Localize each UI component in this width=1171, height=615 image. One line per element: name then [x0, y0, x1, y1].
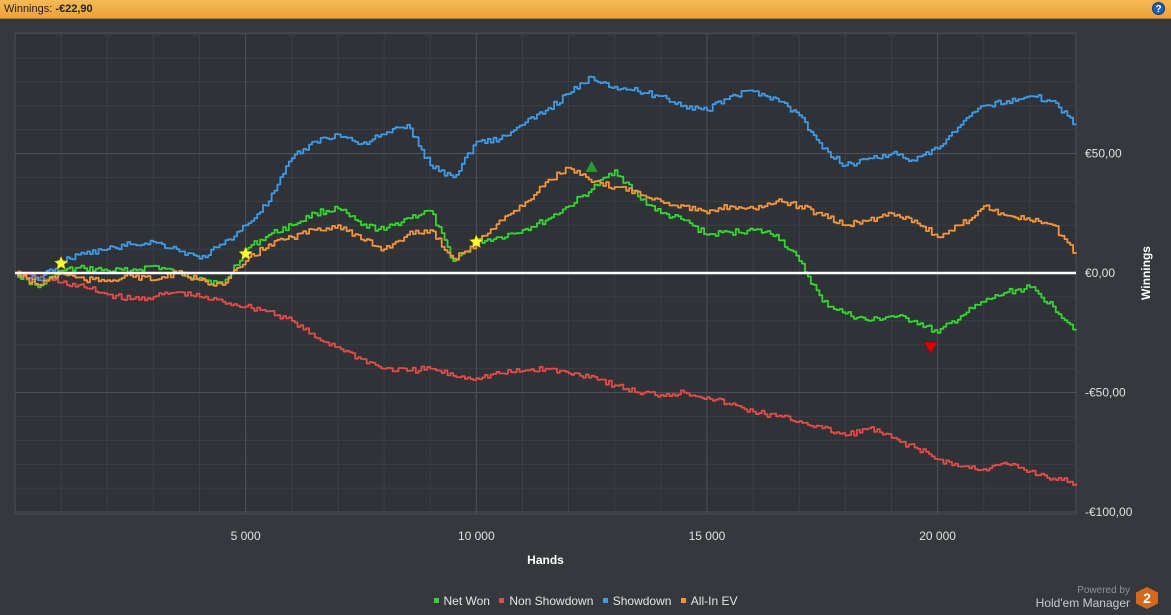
- legend-item-showdown[interactable]: Showdown: [602, 594, 672, 608]
- legend-swatch: [680, 598, 686, 604]
- legend-swatch: [433, 598, 439, 604]
- legend-swatch: [499, 598, 505, 604]
- help-icon[interactable]: ?: [1152, 2, 1165, 15]
- header-bar: Winnings: -€22,90 ?: [0, 0, 1171, 19]
- winnings-value: -€22,90: [55, 3, 93, 15]
- brand-name: Hold'em Manager: [1035, 596, 1130, 610]
- chart-legend: Net Won Non Showdown Showdown All-In EV: [0, 594, 1171, 608]
- all-in-star-marker: [238, 246, 253, 261]
- legend-label: Showdown: [612, 594, 672, 608]
- powered-by-text: Powered by: [1077, 585, 1130, 596]
- peak-marker: [585, 160, 598, 172]
- legend-item-net-won[interactable]: Net Won: [433, 594, 490, 608]
- hem-logo: 2: [1136, 587, 1158, 609]
- legend-swatch: [602, 598, 608, 604]
- winnings-chart: €50,00 €0,00 -€50,00 -€100,00 5 000 10 000 15 …: [14, 32, 1153, 567]
- y-axis-label: Winnings: [1139, 246, 1153, 300]
- x-tick-label: 15 000: [689, 529, 726, 543]
- y-tick-label: -€50,00: [1085, 386, 1126, 400]
- x-tick-label: 5 000: [231, 529, 261, 543]
- legend-label: All-In EV: [690, 594, 738, 608]
- legend-item-all-in-ev[interactable]: All-In EV: [680, 594, 738, 608]
- x-tick-label: 10 000: [458, 529, 495, 543]
- series-line-showdown: [15, 75, 1077, 282]
- low-marker: [923, 341, 939, 354]
- all-in-star-marker: [53, 255, 69, 270]
- series-line-non-showdown: [15, 270, 1077, 486]
- x-tick-label: 20 000: [919, 529, 956, 543]
- legend-label: Net Won: [443, 594, 490, 608]
- y-tick-label: -€100,00: [1085, 505, 1133, 519]
- x-axis-label: Hands: [527, 553, 564, 567]
- winnings-label: Winnings:: [4, 3, 53, 15]
- y-tick-label: €0,00: [1085, 266, 1115, 280]
- legend-label: Non Showdown: [509, 594, 594, 608]
- all-in-star-marker: [468, 234, 484, 249]
- y-tick-label: €50,00: [1085, 147, 1122, 161]
- legend-item-non-showdown[interactable]: Non Showdown: [499, 594, 593, 608]
- series-line-all-in-ev: [15, 166, 1077, 287]
- winnings-summary: Winnings: -€22,90: [4, 3, 93, 15]
